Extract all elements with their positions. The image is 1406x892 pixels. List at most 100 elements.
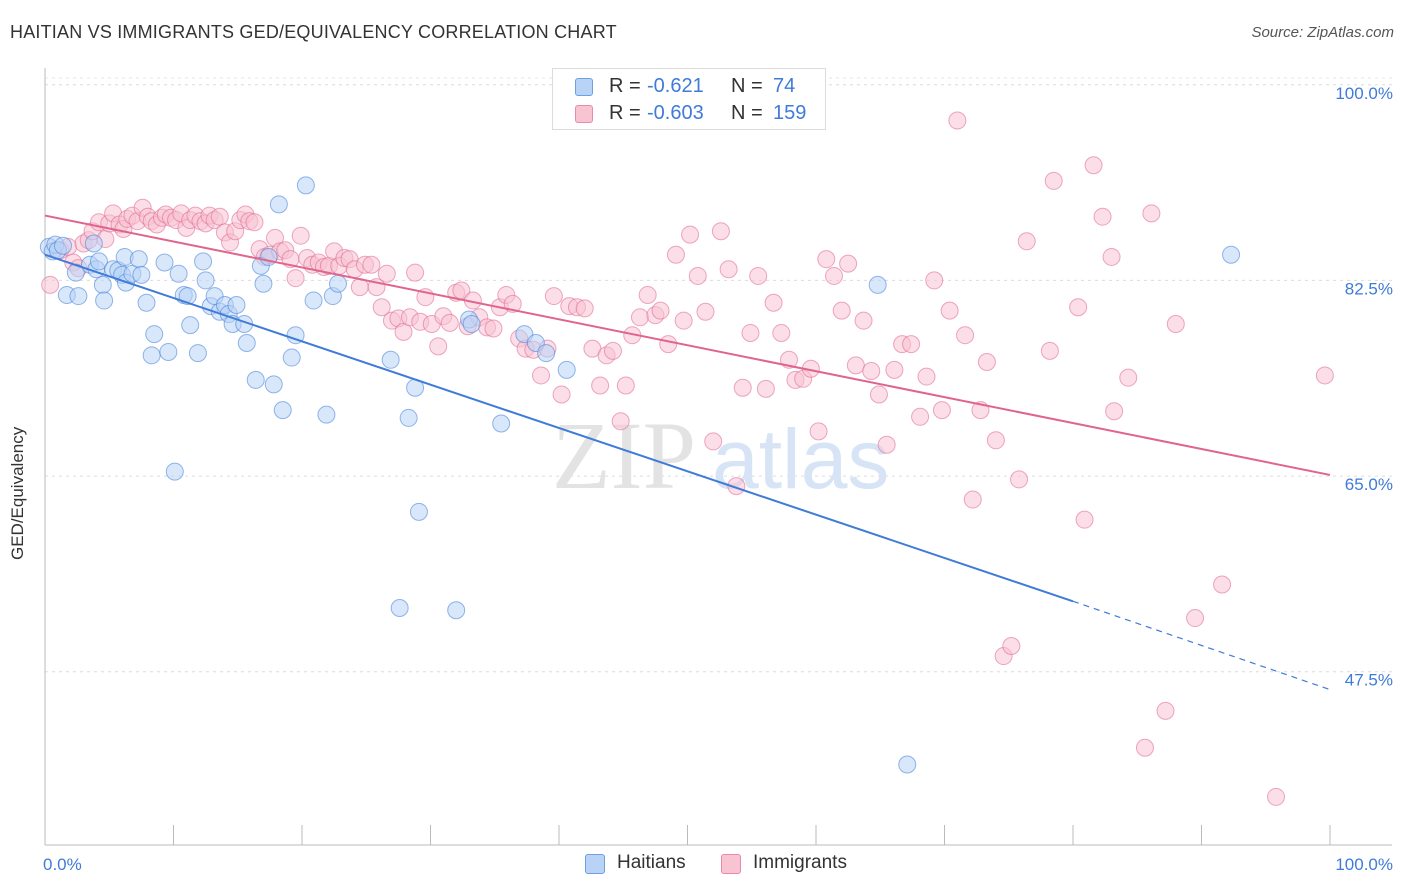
immigrants-point (377, 264, 396, 283)
haitians-point (269, 195, 288, 214)
haitians-point (286, 326, 305, 345)
haitians-point (282, 348, 301, 367)
immigrants-point (756, 379, 775, 398)
haitians-point (390, 598, 409, 617)
immigrants-point (1213, 575, 1232, 594)
haitians-point (69, 287, 88, 306)
haitians-point (462, 315, 481, 334)
immigrants-point (688, 266, 707, 285)
immigrants-point (659, 335, 678, 354)
immigrants-point (1135, 738, 1154, 757)
immigrants-point (877, 435, 896, 454)
immigrants-point (616, 376, 635, 395)
immigrants-point (1044, 171, 1063, 190)
immigrants-point (772, 323, 791, 342)
immigrants-point (986, 431, 1005, 450)
haitians-point (227, 296, 246, 315)
haitians-point (137, 293, 156, 312)
immigrants-point (846, 356, 865, 375)
immigrants-point (1010, 470, 1029, 489)
immigrants-point (603, 341, 622, 360)
y-tick-label: 65.0% (1345, 475, 1393, 494)
watermark: ZIP atlas (552, 402, 889, 509)
x-tick-label: 100.0% (1335, 855, 1393, 874)
haitians-point (254, 274, 273, 293)
haitians-point (169, 264, 188, 283)
immigrants-point (1142, 204, 1161, 223)
trend-lines (44, 214, 1331, 691)
immigrants-point (484, 319, 503, 338)
immigrants-point (741, 323, 760, 342)
haitians-point (537, 344, 556, 363)
y-tick-label: 47.5% (1345, 671, 1393, 690)
immigrants-point (817, 250, 836, 269)
haitians-point (142, 346, 161, 365)
haitians-point (273, 401, 292, 420)
immigrants-point (630, 308, 649, 327)
immigrants-point (1166, 315, 1185, 334)
haitians-point (145, 325, 164, 344)
haitians-point (188, 344, 207, 363)
immigrants-point (544, 287, 563, 306)
haitians-point (868, 275, 887, 294)
legend-r-label: R = (609, 75, 641, 97)
immigrants-point (696, 302, 715, 321)
immigrants-point (41, 275, 60, 294)
bottom-legend-label-haitians: Haitians (617, 852, 686, 873)
immigrants-point (862, 361, 881, 380)
immigrants-point (1093, 207, 1112, 226)
haitians-point (399, 408, 418, 427)
immigrants-point (963, 490, 982, 509)
immigrants-point (764, 293, 783, 312)
haitians-point (181, 316, 200, 335)
immigrants-point (1315, 366, 1334, 385)
immigrants-point (674, 311, 693, 330)
immigrants-point (638, 285, 657, 304)
gridlines (45, 77, 1392, 673)
haitians-point (328, 274, 347, 293)
haitians-point (409, 502, 428, 521)
immigrants-point (854, 311, 873, 330)
haitians-point (95, 291, 114, 310)
haitians-point (898, 755, 917, 774)
immigrants-point (575, 299, 594, 318)
legend-swatch-immigrants (575, 105, 593, 123)
immigrants-point (839, 254, 858, 273)
haitians-point (557, 360, 576, 379)
legend-n-value-haitians: 74 (773, 75, 796, 97)
immigrants-point (611, 412, 630, 431)
immigrants-point (809, 422, 828, 441)
haitians-point (304, 291, 323, 310)
haitians-point (194, 252, 213, 271)
immigrants-point (1084, 156, 1103, 175)
haitians-point (264, 375, 283, 394)
legend-r-value-immigrants: -0.603 (647, 102, 704, 124)
immigrants-point (1186, 609, 1205, 628)
immigrants-point (956, 326, 975, 345)
immigrants-point (372, 298, 391, 317)
source-label: Source: ZipAtlas.com (1251, 24, 1394, 41)
immigrants-point (902, 335, 921, 354)
immigrants-point (1017, 232, 1036, 251)
haitians-point (165, 462, 184, 481)
haitians-point (53, 236, 72, 255)
haitians-point (381, 350, 400, 369)
legend-r-value-haitians: -0.621 (647, 75, 704, 97)
haitians-point (296, 176, 315, 195)
axes (44, 68, 1392, 846)
haitians-point (129, 250, 148, 269)
immigrants-point (749, 266, 768, 285)
immigrants-point (917, 367, 936, 386)
bottom-legend-label-immigrants: Immigrants (753, 852, 847, 873)
legend: R = -0.621 N = 74 R = -0.603 N = 159 (552, 68, 826, 130)
immigrants-point (651, 301, 670, 320)
haitians-point (447, 601, 466, 620)
haitians-point (132, 265, 151, 284)
haitians-point (84, 234, 103, 253)
immigrants-point (429, 337, 448, 356)
legend-swatch-haitians (575, 78, 593, 96)
immigrants-point (532, 366, 551, 385)
immigrants-point (869, 385, 888, 404)
y-tick-label: 82.5% (1345, 279, 1393, 298)
immigrants-point (733, 378, 752, 397)
